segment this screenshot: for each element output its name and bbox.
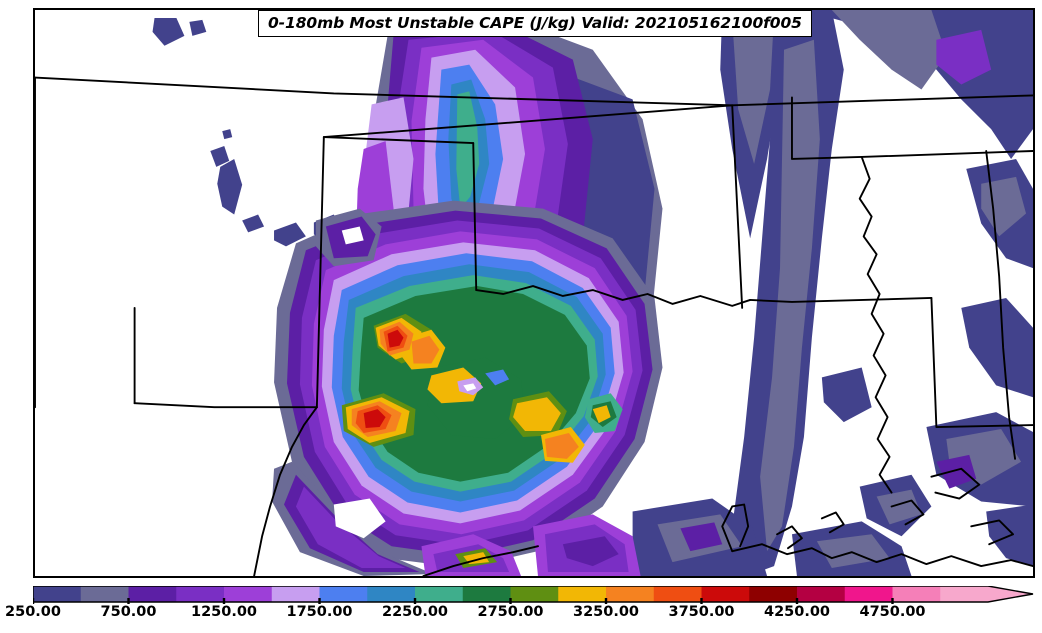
cape-region-south	[272, 461, 641, 576]
colorbar-bands	[33, 586, 1034, 604]
colorbar-tick-label: 1750.00	[286, 604, 353, 620]
colorbar-tick-label: 3250.00	[572, 604, 640, 620]
cape-region-scattered-west	[152, 17, 382, 267]
colorbar-band	[224, 586, 273, 602]
colorbar-band	[367, 586, 416, 602]
colorbar-band	[606, 586, 655, 602]
colorbar-tick-label: 1250.00	[190, 604, 258, 620]
colorbar	[33, 586, 1035, 604]
colorbar-band	[462, 586, 512, 602]
colorbar-tick-label: 4750.00	[859, 604, 926, 620]
colorbar-band	[510, 586, 559, 602]
colorbar-band	[33, 586, 82, 602]
colorbar-band	[653, 586, 703, 602]
colorbar-band	[128, 586, 177, 602]
map-frame	[33, 8, 1035, 578]
colorbar-band	[176, 586, 225, 602]
colorbar-band	[415, 586, 464, 602]
colorbar-band	[319, 586, 368, 602]
colorbar-outline	[33, 586, 1034, 603]
colorbar-band	[558, 586, 607, 602]
page-title: 0-180mb Most Unstable CAPE (J/kg) Valid:…	[268, 14, 802, 32]
colorbar-band	[797, 586, 846, 602]
colorbar-band	[940, 586, 989, 602]
geographic-boundaries	[35, 76, 1033, 576]
colorbar-extend-arrow	[988, 586, 1033, 602]
colorbar-band	[892, 586, 941, 602]
map-title-box: 0-180mb Most Unstable CAPE (J/kg) Valid:…	[258, 10, 812, 37]
colorbar-tick-label: 2250.00	[381, 604, 449, 620]
colorbar-band	[749, 586, 798, 602]
colorbar-band	[701, 586, 750, 602]
colorbar-band	[844, 586, 894, 602]
colorbar-tick-label: 4250.00	[763, 604, 831, 620]
colorbar-tick-label: 3750.00	[668, 604, 735, 620]
colorbar-band	[271, 586, 321, 602]
cape-region-main	[274, 200, 663, 569]
cape-contour-field	[35, 10, 1033, 576]
colorbar-tick-labels: 250.00 750.00 1250.00 1750.00 2250.00 2750.00…	[0, 604, 1042, 630]
colorbar-tick-label: 750.00	[100, 604, 157, 620]
colorbar-tick-label: 2750.00	[477, 604, 544, 620]
colorbar-band	[80, 586, 130, 602]
colorbar-tick-label: 250.00	[5, 604, 61, 620]
